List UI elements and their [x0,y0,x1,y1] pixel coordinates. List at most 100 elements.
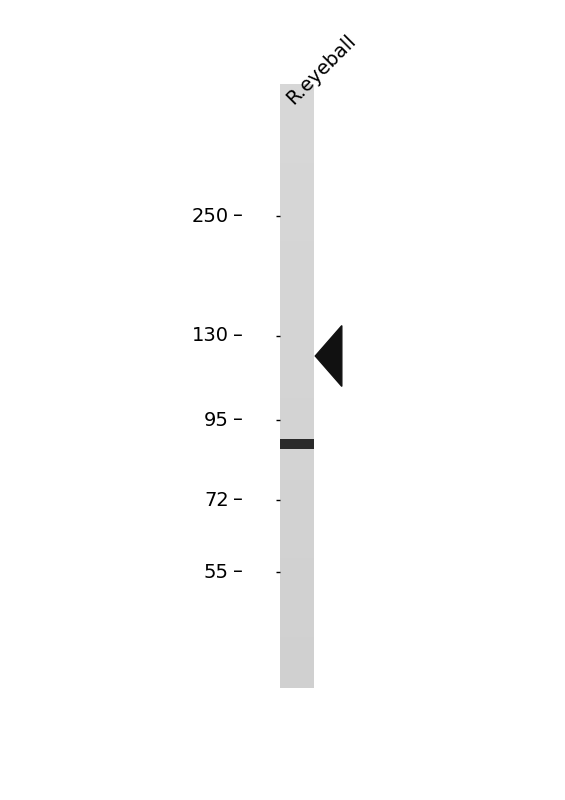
Bar [280,362,314,365]
Bar [280,356,314,359]
Bar [280,516,314,519]
Bar [280,552,314,555]
Bar [280,492,314,494]
Bar [280,546,314,549]
Bar [280,229,314,232]
Bar [280,522,314,525]
Bar [280,467,314,470]
Bar [280,84,314,87]
Bar [280,208,314,211]
Bar [280,634,314,637]
Bar [280,332,314,334]
Text: –: – [233,206,243,226]
Bar [280,102,314,105]
Bar [280,196,314,198]
Bar [280,162,314,166]
Bar [280,422,314,426]
Bar [280,564,314,567]
Bar [280,346,314,350]
Bar [280,458,314,462]
Bar [280,439,314,449]
Bar [280,450,314,453]
Bar [280,528,314,531]
Text: 95: 95 [204,410,229,430]
Bar [280,87,314,90]
Bar [280,654,314,658]
Bar [280,480,314,482]
Bar [280,438,314,440]
Bar [280,111,314,114]
Bar [280,220,314,223]
Bar [280,642,314,646]
Text: –: – [233,410,243,430]
Bar [280,465,314,467]
Bar [280,413,314,416]
Bar [280,338,314,341]
Bar [280,615,314,618]
Bar [280,114,314,118]
Bar [280,310,314,314]
Bar [280,558,314,561]
Bar [280,353,314,356]
Bar [280,622,314,625]
Bar [280,268,314,271]
Bar [280,474,314,477]
Bar [280,350,314,353]
Bar [280,525,314,528]
Bar [280,235,314,238]
Bar [280,453,314,455]
Bar [280,494,314,498]
Bar [280,283,314,286]
Bar [280,274,314,278]
Bar [280,392,314,395]
Bar [280,314,314,317]
Bar [280,280,314,283]
Bar [280,630,314,634]
Bar [280,549,314,552]
Bar [280,359,314,362]
Bar [280,217,314,220]
Bar [280,171,314,174]
Bar [280,250,314,253]
Bar [280,567,314,570]
Bar [280,368,314,371]
Bar [280,455,314,458]
Bar [280,537,314,540]
Bar [280,290,314,292]
Bar [280,673,314,676]
Bar [280,184,314,186]
Bar [280,431,314,434]
Bar [280,157,314,159]
Text: 55: 55 [204,562,229,582]
Bar [280,676,314,679]
Bar [280,292,314,295]
Bar [280,302,314,305]
Bar [280,166,314,169]
Bar [280,186,314,190]
Bar [280,434,314,438]
Bar [280,531,314,534]
Bar [280,510,314,513]
Bar [280,426,314,428]
Bar [280,576,314,579]
Bar [280,395,314,398]
Bar [280,247,314,250]
Bar [280,126,314,130]
Bar [280,610,314,613]
Bar [280,232,314,235]
Bar [280,241,314,244]
Bar [280,118,314,120]
Bar [280,652,314,654]
Bar [280,266,314,268]
Bar [280,226,314,229]
Bar [280,606,314,610]
Bar [280,637,314,640]
Bar [280,579,314,582]
Bar [280,150,314,154]
Bar [280,498,314,501]
Bar [280,588,314,591]
Bar [280,661,314,664]
Bar [280,685,314,688]
Bar [280,682,314,685]
Bar [280,135,314,138]
